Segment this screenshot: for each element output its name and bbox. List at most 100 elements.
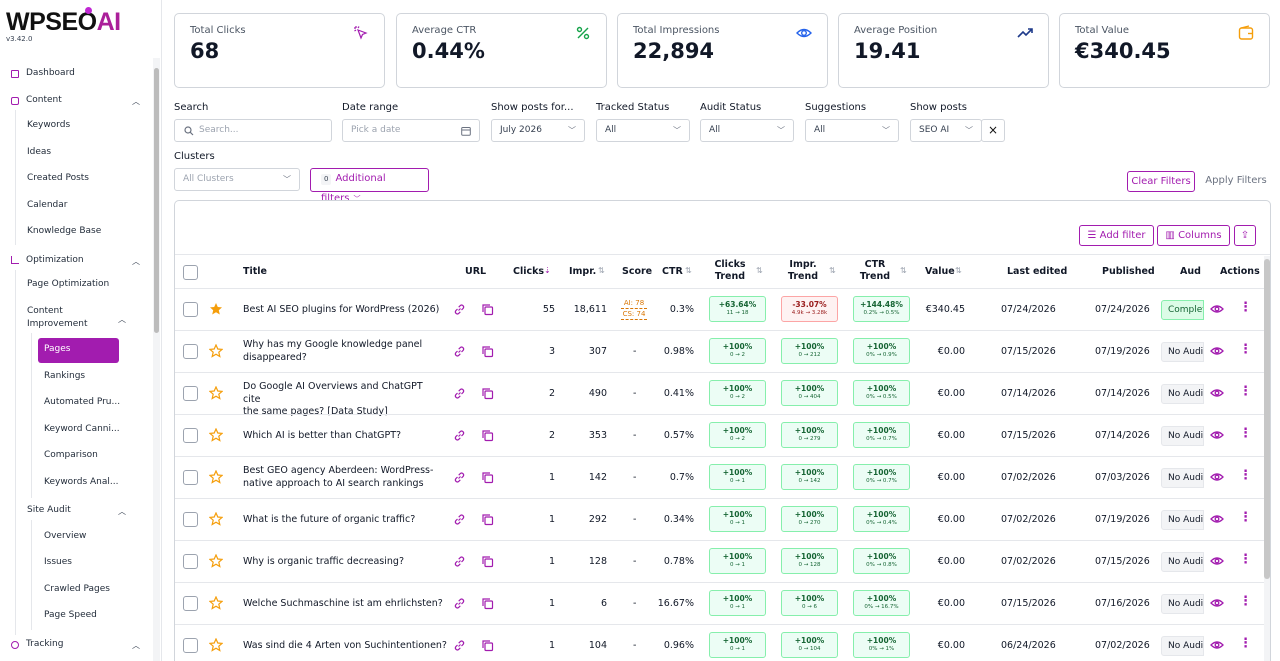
select-all-checkbox[interactable] — [183, 265, 198, 280]
col-url[interactable]: URL — [465, 266, 487, 277]
apply-filters-button[interactable]: Apply Filters — [1205, 175, 1267, 186]
post-title[interactable]: Which AI is better than ChatGPT? — [243, 430, 402, 441]
col-impressions[interactable]: Impr. — [569, 266, 597, 277]
row-checkbox[interactable] — [183, 512, 198, 527]
sidebar-item-content-improvement[interactable]: Content — [27, 306, 63, 316]
tracked-status-select[interactable]: All ﹀ — [596, 119, 690, 142]
sidebar-item-issues[interactable]: Issues — [44, 557, 72, 567]
sidebar-item-created-posts[interactable]: Created Posts — [27, 173, 89, 183]
col-title[interactable]: Title — [243, 266, 267, 277]
view-eye-icon[interactable] — [1210, 472, 1224, 482]
col-clicks[interactable]: Clicks — [513, 266, 545, 277]
search-input[interactable]: Search... — [174, 119, 332, 142]
more-actions-icon[interactable]: ⋮ — [1239, 468, 1252, 483]
col-value[interactable]: Value — [925, 266, 955, 277]
sidebar-item-crawled-pages[interactable]: Crawled Pages — [44, 584, 110, 594]
post-title[interactable]: Welche Suchmaschine ist am ehrlichsten? — [243, 598, 443, 609]
more-actions-icon[interactable]: ⋮ — [1239, 510, 1252, 525]
star-outline-icon[interactable] — [209, 512, 223, 526]
sidebar-item-site-audit[interactable]: Site Audit — [27, 505, 71, 515]
columns-button[interactable]: ▥ Columns — [1157, 225, 1230, 246]
link-icon[interactable] — [453, 555, 466, 568]
clusters-select[interactable]: All Clusters ﹀ — [174, 168, 300, 191]
row-checkbox[interactable] — [183, 554, 198, 569]
clear-filters-button[interactable]: Clear Filters — [1127, 171, 1195, 192]
date-range-picker[interactable]: Pick a date — [342, 119, 480, 142]
sort-icon[interactable]: ⇅ — [685, 266, 692, 275]
sidebar-item-keyword-cannibalization[interactable]: Keyword Canni... — [44, 424, 120, 434]
post-title[interactable]: Why has my Google knowledge panel disappe… — [243, 339, 423, 363]
sort-icon[interactable]: ⇅ — [900, 266, 907, 275]
copy-icon[interactable] — [481, 429, 494, 442]
more-actions-icon[interactable]: ⋮ — [1239, 552, 1252, 567]
col-clicks-trend[interactable]: Clicks Trend — [714, 259, 746, 282]
col-published[interactable]: Published — [1102, 266, 1155, 277]
sort-icon[interactable]: ⇅ — [829, 266, 836, 275]
col-ctr-trend[interactable]: CTR Trend — [859, 259, 891, 282]
sidebar-item-ideas[interactable]: Ideas — [27, 147, 52, 157]
col-impr-trend[interactable]: Impr. Trend — [787, 259, 819, 282]
export-button[interactable]: ⇪ — [1234, 225, 1256, 246]
sidebar-scrollbar-thumb[interactable] — [154, 68, 159, 333]
copy-icon[interactable] — [481, 555, 494, 568]
copy-icon[interactable] — [481, 513, 494, 526]
sidebar-scrollbar[interactable] — [153, 58, 160, 661]
sort-icon[interactable]: ⇅ — [955, 266, 962, 275]
sidebar-item-automated-pruning[interactable]: Automated Pru... — [44, 397, 121, 407]
more-actions-icon[interactable]: ⋮ — [1239, 342, 1252, 357]
link-icon[interactable] — [453, 387, 466, 400]
view-eye-icon[interactable] — [1210, 346, 1224, 356]
chevron-up-icon[interactable]: ︿ — [118, 315, 126, 324]
view-eye-icon[interactable] — [1210, 388, 1224, 398]
row-checkbox[interactable] — [183, 428, 198, 443]
sidebar-item-pages-active[interactable] — [38, 338, 119, 363]
copy-icon[interactable] — [481, 639, 494, 652]
star-outline-icon[interactable] — [209, 344, 223, 358]
show-posts-select[interactable]: SEO AI ﹀ — [910, 119, 982, 142]
col-ctr[interactable]: CTR — [662, 266, 683, 277]
audit-status-select[interactable]: All ﹀ — [700, 119, 794, 142]
link-icon[interactable] — [453, 429, 466, 442]
copy-icon[interactable] — [481, 345, 494, 358]
copy-icon[interactable] — [481, 387, 494, 400]
link-icon[interactable] — [453, 639, 466, 652]
col-last-edited[interactable]: Last edited — [1007, 266, 1068, 277]
post-title[interactable]: What is the future of organic traffic? — [243, 514, 416, 525]
table-scrollbar-thumb[interactable] — [1264, 259, 1270, 579]
post-title[interactable]: Best AI SEO plugins for WordPress (2026) — [243, 304, 440, 315]
star-outline-icon[interactable] — [209, 554, 223, 568]
link-icon[interactable] — [453, 597, 466, 610]
row-checkbox[interactable] — [183, 344, 198, 359]
star-outline-icon[interactable] — [209, 596, 223, 610]
star-filled-icon[interactable] — [209, 302, 223, 316]
link-icon[interactable] — [453, 345, 466, 358]
star-outline-icon[interactable] — [209, 470, 223, 484]
view-eye-icon[interactable] — [1210, 304, 1224, 314]
suggestions-select[interactable]: All ﹀ — [805, 119, 899, 142]
sidebar-item-optimization[interactable]: Optimization — [26, 255, 84, 265]
sidebar-item-dashboard[interactable]: Dashboard — [26, 68, 75, 78]
chevron-up-icon[interactable]: ︿ — [118, 507, 126, 516]
star-outline-icon[interactable] — [209, 386, 223, 400]
chevron-up-icon[interactable]: ︿ — [132, 257, 140, 266]
view-eye-icon[interactable] — [1210, 556, 1224, 566]
link-icon[interactable] — [453, 471, 466, 484]
post-title[interactable]: Best GEO agency Aberdeen: WordPress-nati… — [243, 465, 434, 489]
view-eye-icon[interactable] — [1210, 598, 1224, 608]
sidebar-item-pages[interactable]: Pages — [44, 344, 71, 354]
more-actions-icon[interactable]: ⋮ — [1239, 300, 1252, 315]
col-audit[interactable]: Aud — [1180, 266, 1201, 277]
sidebar-item-rankings[interactable]: Rankings — [44, 371, 86, 381]
sort-icon[interactable]: ⇅ — [756, 266, 763, 275]
row-checkbox[interactable] — [183, 638, 198, 653]
post-title[interactable]: Was sind die 4 Arten von Suchintentionen… — [243, 640, 447, 651]
copy-icon[interactable] — [481, 597, 494, 610]
sidebar-item-content[interactable]: Content — [26, 95, 62, 105]
star-outline-icon[interactable] — [209, 428, 223, 442]
sidebar-item-overview[interactable]: Overview — [44, 531, 87, 541]
chevron-up-icon[interactable]: ︿ — [132, 97, 140, 106]
sidebar-item-keywords[interactable]: Keywords — [27, 120, 71, 130]
sort-desc-icon[interactable]: ⇣ — [544, 266, 551, 275]
more-actions-icon[interactable]: ⋮ — [1239, 594, 1252, 609]
sidebar-item-page-speed[interactable]: Page Speed — [44, 610, 97, 620]
